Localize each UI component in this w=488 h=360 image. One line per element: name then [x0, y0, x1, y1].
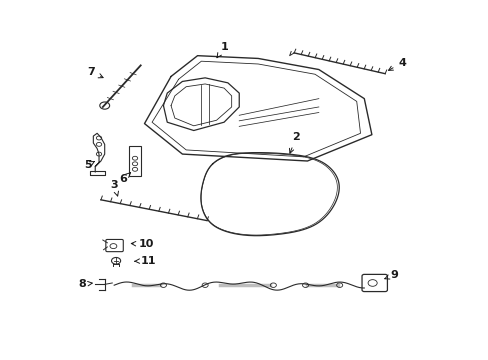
Text: 7: 7 [87, 67, 103, 78]
Text: 3: 3 [110, 180, 118, 196]
Text: 11: 11 [135, 256, 156, 266]
Text: 4: 4 [388, 58, 406, 71]
Text: 9: 9 [384, 270, 398, 280]
Text: 6: 6 [120, 173, 130, 184]
Text: 2: 2 [289, 132, 299, 153]
Text: 5: 5 [83, 160, 94, 170]
Text: 10: 10 [131, 239, 154, 249]
Text: 1: 1 [217, 42, 227, 58]
Text: 8: 8 [78, 279, 92, 289]
